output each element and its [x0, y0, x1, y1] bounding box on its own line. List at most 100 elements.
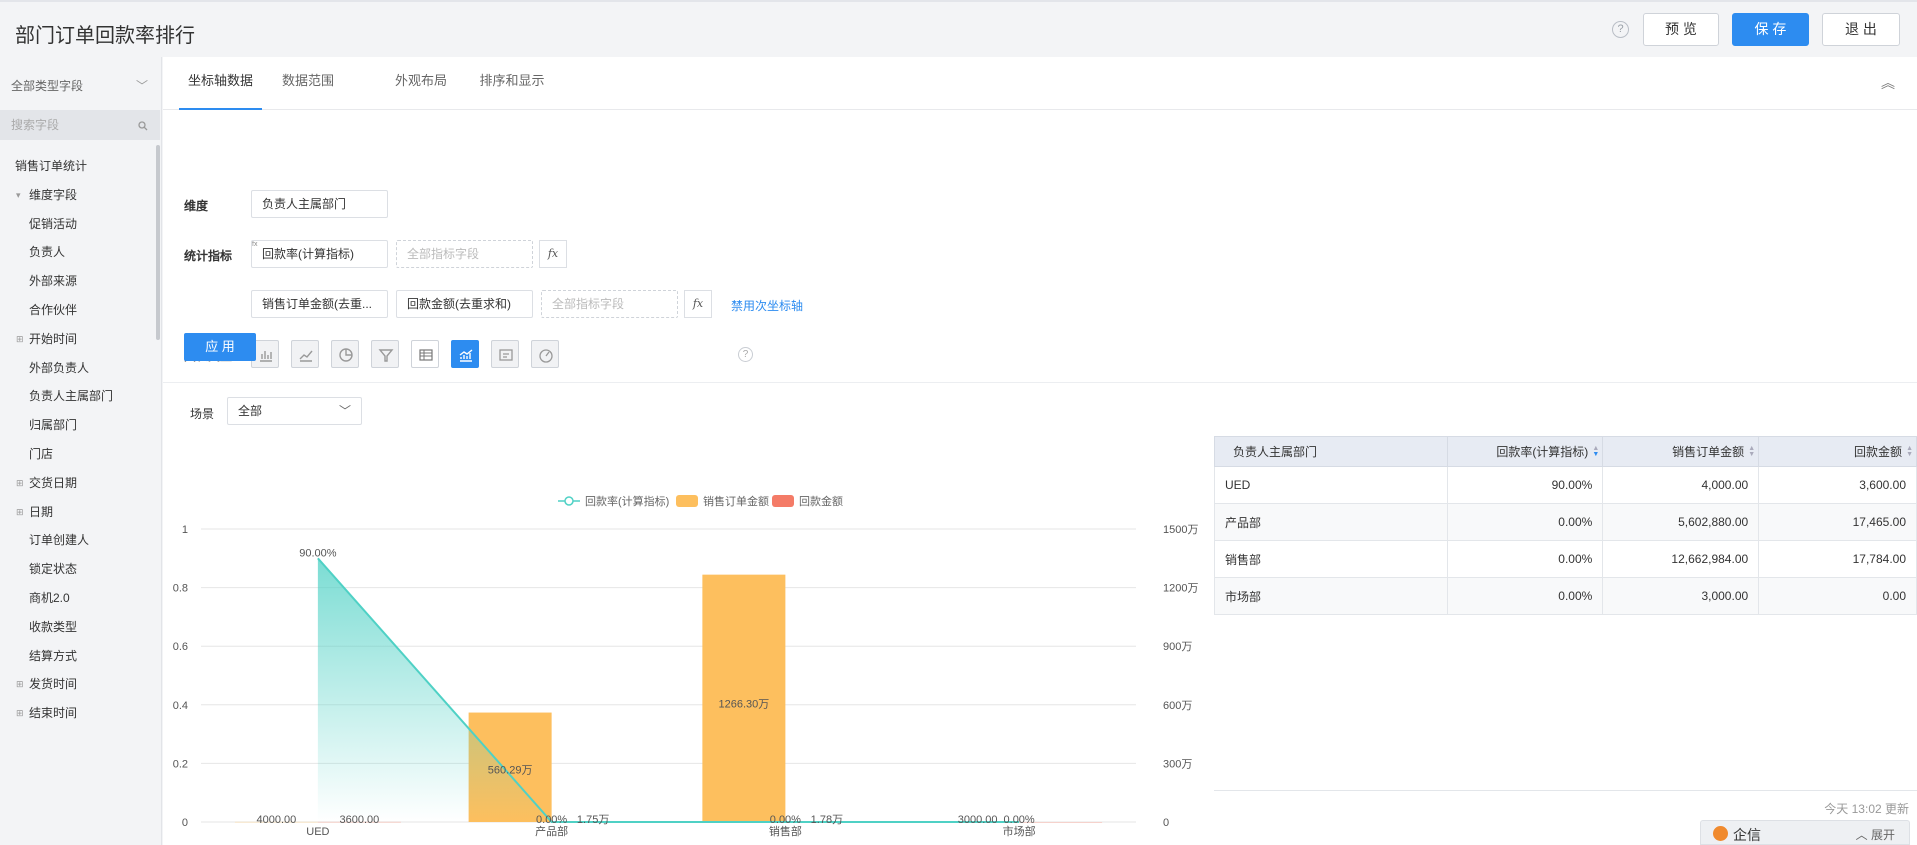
- card-chart-icon: [499, 349, 513, 361]
- sidebar-tree-item[interactable]: 负责人: [0, 238, 156, 267]
- sidebar-tree-item-label: 交货日期: [29, 475, 78, 490]
- sidebar-tree-item-label: 结束时间: [29, 706, 78, 721]
- table-header-dept[interactable]: 负责人主属部门: [1214, 436, 1448, 467]
- config-tabs: 坐标轴数据 数据范围 外观布局 排序和显示 ︽: [163, 57, 1917, 110]
- expand-plus-icon[interactable]: ⊞: [16, 506, 24, 517]
- metric-field-1[interactable]: fx 回款率(计算指标): [251, 240, 388, 268]
- help-icon[interactable]: ?: [1612, 21, 1629, 38]
- bar-chart-icon: [260, 351, 272, 362]
- disable-secondary-axis-link[interactable]: 禁用次坐标轴: [731, 299, 804, 313]
- sidebar-tree-item[interactable]: 外部负责人: [0, 354, 156, 383]
- qixin-chat-bar[interactable]: 企信 ︿ 展开: [1700, 820, 1910, 845]
- chevron-down-icon: ﹀: [135, 79, 148, 93]
- table-cell-payment-amount: 17,465.00: [1758, 503, 1917, 541]
- sidebar-tree-item[interactable]: ▾ 维度字段: [0, 181, 156, 210]
- legend-swatch: [676, 495, 698, 507]
- chart-type-line[interactable]: [291, 340, 319, 368]
- field-sidebar: 全部类型字段 ﹀ 搜索字段 销售订单统计 ▾ 维度字段 促销活动负责人外部来源合作伙伴…: [0, 57, 162, 845]
- x-tick-label: 市场部: [1003, 824, 1036, 838]
- expand-plus-icon[interactable]: ⊞: [16, 679, 24, 690]
- exit-button[interactable]: 退 出: [1822, 13, 1900, 46]
- expand-toggle[interactable]: ︿ 展开: [1855, 828, 1895, 842]
- sidebar-tree-item[interactable]: ⊞ 交货日期: [0, 469, 156, 498]
- metric-placeholder-2[interactable]: 全部指标字段: [541, 290, 678, 318]
- expand-plus-icon[interactable]: ⊞: [16, 477, 24, 488]
- metric-placeholder-1[interactable]: 全部指标字段: [396, 240, 533, 268]
- table-cell-rate: 0.00%: [1446, 503, 1604, 541]
- page-header: 部门订单回款率排行 ? 预 览 保 存 退 出: [0, 0, 1917, 57]
- preview-button[interactable]: 预 览: [1643, 13, 1719, 46]
- chart-type-pie[interactable]: [331, 340, 359, 368]
- metric-field-3[interactable]: 回款金额(去重求和): [396, 290, 533, 318]
- sidebar-tree-item[interactable]: 负责人主属部门: [0, 382, 156, 411]
- caret-down-icon[interactable]: ▾: [16, 189, 21, 200]
- field-type-select-value: 全部类型字段: [11, 79, 84, 93]
- sidebar-tree-item[interactable]: 促销活动: [0, 210, 156, 239]
- y-left-tick-label: 1: [182, 524, 188, 536]
- rate-area: [317, 558, 1020, 822]
- bar-order-data-label: 1266.30万: [718, 698, 769, 710]
- scene-select[interactable]: 全部 ﹀: [227, 397, 362, 425]
- sidebar-tree-item[interactable]: 门店: [0, 440, 156, 469]
- tab-sort-display[interactable]: 排序和显示: [479, 73, 545, 88]
- sidebar-tree-item[interactable]: ⊞ 结束时间: [0, 699, 156, 728]
- chart-type-card[interactable]: [491, 340, 519, 368]
- sidebar-tree-item-label: 开始时间: [29, 331, 78, 346]
- sidebar-tree-item[interactable]: 外部来源: [0, 267, 156, 296]
- sidebar-tree-item-label: 发货时间: [29, 677, 78, 692]
- table-header-payment-amount[interactable]: 回款金额 ▲ ▼: [1758, 436, 1917, 467]
- table-header-rate[interactable]: 回款率(计算指标) ▲ ▼: [1446, 436, 1604, 467]
- sidebar-tree-item-label: 合作伙伴: [29, 302, 78, 317]
- chart-type-funnel[interactable]: [371, 340, 399, 368]
- apply-button[interactable]: 应 用: [184, 333, 256, 361]
- dimension-field[interactable]: 负责人主属部门: [251, 190, 388, 218]
- bar-payment-data-label: 3600.00: [339, 814, 379, 826]
- sidebar-tree-item[interactable]: ⊞ 发货时间: [0, 670, 156, 699]
- fx-button-2[interactable]: fx: [684, 290, 712, 318]
- y-right-tick-label: 900万: [1163, 641, 1192, 653]
- rate-data-label: 0.00%: [1004, 814, 1035, 826]
- legend-swatch: [772, 495, 794, 507]
- tab-appearance[interactable]: 外观布局: [394, 73, 447, 88]
- table-header-row: 负责人主属部门 回款率(计算指标) ▲ ▼ 销售订单金额 ▲ ▼ 回款金额 ▲ ▼: [1214, 436, 1917, 467]
- sidebar-tree-item[interactable]: 合作伙伴: [0, 296, 156, 325]
- table-header-order-amount[interactable]: 销售订单金额 ▲ ▼: [1602, 436, 1760, 467]
- expand-plus-icon[interactable]: ⊞: [16, 708, 24, 719]
- sidebar-tree-item[interactable]: ⊞ 日期: [0, 498, 156, 527]
- y-right-tick-label: 600万: [1163, 700, 1192, 712]
- combo-chart-icon: [459, 349, 473, 362]
- sidebar-tree-item[interactable]: 归属部门: [0, 411, 156, 440]
- sidebar-tree-item[interactable]: 销售订单统计: [0, 152, 156, 181]
- expand-plus-icon[interactable]: ⊞: [16, 333, 24, 344]
- sidebar-tree-item[interactable]: 商机2.0: [0, 584, 156, 613]
- sidebar-tree-item-label: 归属部门: [29, 418, 78, 433]
- table-bottom-divider: [1214, 790, 1917, 791]
- sidebar-tree-item[interactable]: 收款类型: [0, 613, 156, 642]
- table-row: 产品部 0.00% 5,602,880.00 17,465.00: [1214, 503, 1917, 541]
- sidebar-tree-item[interactable]: 订单创建人: [0, 526, 156, 555]
- chart-type-help-icon[interactable]: ?: [738, 347, 753, 362]
- table-cell-rate: 0.00%: [1446, 577, 1604, 615]
- tab-data-range[interactable]: 数据范围: [281, 73, 334, 88]
- sidebar-tree-item-label: 锁定状态: [29, 562, 78, 577]
- collapse-up-icon[interactable]: ︽: [1881, 75, 1895, 91]
- field-search-input[interactable]: 搜索字段: [0, 110, 160, 140]
- field-tree: 销售订单统计 ▾ 维度字段 促销活动负责人外部来源合作伙伴 ⊞ 开始时间外部负责人 负责人主…: [0, 152, 156, 728]
- chart-type-table[interactable]: [411, 340, 439, 368]
- fx-button-1[interactable]: fx: [539, 240, 567, 268]
- y-left-tick-label: 0.8: [173, 583, 188, 595]
- rate-data-label: 0.00%: [770, 814, 801, 826]
- x-tick-label: UED: [306, 826, 329, 838]
- chart-type-combo[interactable]: [451, 340, 479, 368]
- sidebar-tree-item[interactable]: 锁定状态: [0, 555, 156, 584]
- bar-payment-data-label: 1.75万: [577, 814, 609, 826]
- sidebar-scrollbar[interactable]: [156, 145, 160, 340]
- chart-type-gauge[interactable]: [531, 340, 559, 368]
- sidebar-tree-item[interactable]: ⊞ 开始时间: [0, 325, 156, 354]
- sidebar-tree-item-label: 负责人: [29, 245, 66, 260]
- save-button[interactable]: 保 存: [1732, 13, 1809, 46]
- field-type-select[interactable]: 全部类型字段 ﹀: [0, 71, 160, 101]
- tab-axis-data[interactable]: 坐标轴数据: [179, 57, 262, 110]
- sidebar-tree-item[interactable]: 结算方式: [0, 642, 156, 671]
- metric-field-2[interactable]: 销售订单金额(去重...: [251, 290, 388, 318]
